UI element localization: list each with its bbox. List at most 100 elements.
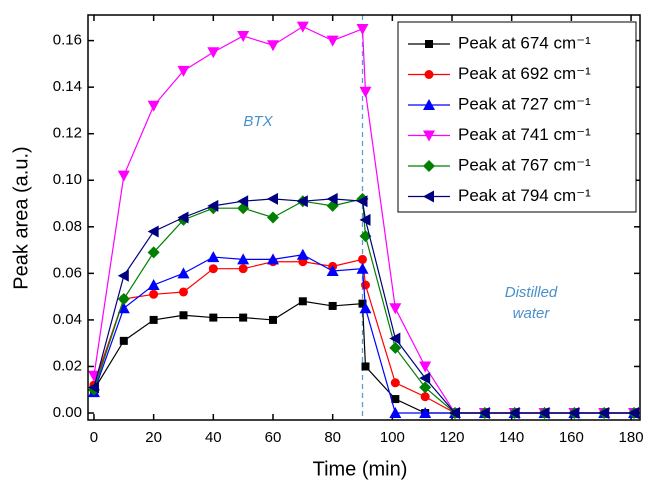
x-tick-label: 180 [619,429,644,446]
legend-label: Peak at 727 cm⁻¹ [458,94,591,113]
marker [179,311,188,320]
legend-label: Peak at 674 cm⁻¹ [458,33,591,52]
annotation: BTX [243,113,273,130]
marker [359,302,372,314]
marker [424,70,434,79]
x-tick-label: 0 [90,429,98,446]
marker [296,21,309,33]
marker [296,248,309,260]
marker [177,65,190,77]
legend-label: Peak at 741 cm⁻¹ [458,125,591,144]
y-tick-label: 0.06 [53,264,82,281]
marker [326,35,339,47]
x-tick-label: 140 [499,429,524,446]
marker [266,253,279,265]
legend-label: Peak at 794 cm⁻¹ [458,186,591,205]
marker [391,395,400,404]
marker [423,99,435,110]
marker [420,392,430,402]
marker [389,332,401,345]
marker [177,211,189,224]
marker [147,246,160,259]
marker [419,407,432,419]
x-axis-label: Time (min) [313,458,408,480]
marker [423,160,435,172]
marker [361,362,370,371]
marker [117,269,129,282]
marker [359,213,371,226]
annotation: water [513,305,551,322]
plot-frame [87,14,641,421]
marker [238,264,248,274]
x-tick-label: 40 [205,429,222,446]
marker [266,40,279,52]
marker [568,407,580,420]
x-tick-label: 60 [265,429,282,446]
marker [117,170,130,182]
marker [296,195,308,208]
marker [178,287,188,297]
marker [87,370,100,382]
y-axis-label: Peak area (a.u.) [10,146,32,289]
marker [87,381,99,394]
marker [209,313,218,322]
marker [149,289,159,299]
x-tick-label: 120 [440,429,465,446]
marker [266,192,278,205]
marker [508,407,520,420]
marker [389,407,402,419]
marker [326,192,338,205]
marker [207,199,219,212]
marker [208,264,218,274]
marker [356,195,368,208]
marker [419,372,431,385]
legend-label: Peak at 692 cm⁻¹ [458,64,591,83]
y-tick-label: 0.16 [53,32,82,49]
marker [149,315,158,324]
annotation: Distilled [505,284,558,301]
legend-box [397,21,637,213]
marker [628,407,640,420]
marker [425,40,433,48]
marker [423,190,434,203]
marker [598,407,610,420]
y-tick-label: 0.02 [53,357,82,374]
x-tick-label: 80 [324,429,341,446]
x-tick-label: 20 [145,429,162,446]
marker [237,30,250,42]
marker [538,407,550,420]
marker [117,292,130,305]
marker [356,262,369,274]
marker [358,299,367,308]
marker [326,265,339,277]
marker [328,301,337,310]
marker [147,100,160,112]
marker [298,297,307,306]
marker [389,303,402,315]
marker [389,341,402,354]
marker [268,315,277,324]
marker [117,302,130,314]
marker [419,381,432,394]
series-line [93,300,635,414]
x-tick-label: 100 [380,429,405,446]
marker [119,336,128,345]
marker [207,47,220,59]
marker [478,407,490,420]
y-tick-label: 0.12 [53,125,82,142]
marker [177,267,190,279]
marker [207,251,220,263]
marker [390,378,400,388]
marker [449,407,461,420]
y-tick-label: 0.14 [53,78,82,95]
marker [360,280,370,290]
marker [266,211,279,224]
marker [237,195,249,208]
marker [147,279,160,290]
marker [356,23,369,35]
marker [419,361,432,373]
y-tick-label: 0.00 [53,404,82,421]
marker [237,253,250,265]
marker [358,254,368,264]
y-tick-label: 0.08 [53,218,82,235]
